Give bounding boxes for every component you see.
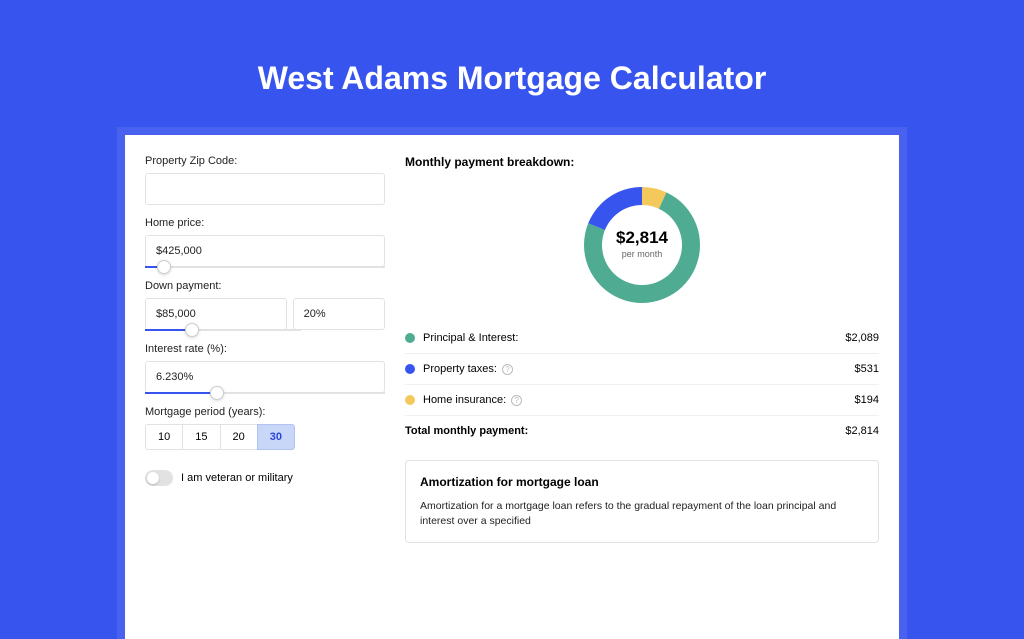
home-price-label: Home price: bbox=[145, 217, 385, 229]
interest-rate-input[interactable] bbox=[145, 361, 385, 393]
breakdown-row: Principal & Interest: $2,089 bbox=[405, 323, 879, 354]
amortization-text: Amortization for a mortgage loan refers … bbox=[420, 499, 864, 528]
color-dot-icon bbox=[405, 333, 415, 343]
home-price-field: Home price: bbox=[145, 217, 385, 268]
breakdown-list: Principal & Interest: $2,089Property tax… bbox=[405, 323, 879, 416]
total-value: $2,814 bbox=[845, 425, 879, 437]
calculator-frame: Property Zip Code: Home price: Down paym… bbox=[117, 127, 907, 639]
veteran-label: I am veteran or military bbox=[181, 472, 293, 484]
amortization-section: Amortization for mortgage loan Amortizat… bbox=[405, 460, 879, 543]
donut-slice bbox=[588, 187, 642, 230]
veteran-toggle-row: I am veteran or military bbox=[145, 470, 385, 486]
breakdown-row: Property taxes: ?$531 bbox=[405, 354, 879, 385]
total-label: Total monthly payment: bbox=[405, 425, 845, 437]
breakdown-item-value: $2,089 bbox=[845, 332, 879, 344]
period-button-10[interactable]: 10 bbox=[145, 424, 183, 450]
breakdown-item-label: Property taxes: ? bbox=[423, 363, 855, 375]
period-field: Mortgage period (years): 10152030 bbox=[145, 406, 385, 450]
zip-field: Property Zip Code: bbox=[145, 155, 385, 205]
breakdown-heading: Monthly payment breakdown: bbox=[405, 155, 879, 169]
veteran-toggle[interactable] bbox=[145, 470, 173, 486]
donut-center-value: $2,814 bbox=[616, 228, 669, 247]
toggle-knob-icon bbox=[147, 472, 159, 484]
period-button-group: 10152030 bbox=[145, 424, 385, 450]
interest-rate-field: Interest rate (%): bbox=[145, 343, 385, 394]
breakdown-row: Home insurance: ?$194 bbox=[405, 385, 879, 416]
donut-chart: $2,814 per month bbox=[405, 181, 879, 323]
breakdown-item-label: Principal & Interest: bbox=[423, 332, 845, 344]
period-label: Mortgage period (years): bbox=[145, 406, 385, 418]
breakdown-item-label: Home insurance: ? bbox=[423, 394, 855, 406]
total-row: Total monthly payment: $2,814 bbox=[405, 416, 879, 446]
zip-label: Property Zip Code: bbox=[145, 155, 385, 167]
results-panel: Monthly payment breakdown: $2,814 per mon… bbox=[405, 155, 879, 639]
down-payment-percent-input[interactable] bbox=[293, 298, 385, 330]
amortization-title: Amortization for mortgage loan bbox=[420, 475, 864, 489]
down-payment-amount-input[interactable] bbox=[145, 298, 287, 330]
breakdown-item-value: $194 bbox=[855, 394, 879, 406]
page-title: West Adams Mortgage Calculator bbox=[0, 0, 1024, 127]
calculator-card: Property Zip Code: Home price: Down paym… bbox=[125, 135, 899, 639]
down-payment-slider[interactable] bbox=[145, 329, 301, 331]
breakdown-item-value: $531 bbox=[855, 363, 879, 375]
input-panel: Property Zip Code: Home price: Down paym… bbox=[145, 155, 385, 639]
info-icon[interactable]: ? bbox=[502, 364, 513, 375]
color-dot-icon bbox=[405, 364, 415, 374]
period-button-15[interactable]: 15 bbox=[182, 424, 220, 450]
down-payment-label: Down payment: bbox=[145, 280, 385, 292]
period-button-30[interactable]: 30 bbox=[257, 424, 295, 450]
home-price-slider[interactable] bbox=[145, 266, 385, 268]
down-payment-field: Down payment: bbox=[145, 280, 385, 331]
home-price-input[interactable] bbox=[145, 235, 385, 267]
period-button-20[interactable]: 20 bbox=[220, 424, 258, 450]
donut-center-label: per month bbox=[622, 249, 663, 259]
info-icon[interactable]: ? bbox=[511, 395, 522, 406]
color-dot-icon bbox=[405, 395, 415, 405]
interest-rate-label: Interest rate (%): bbox=[145, 343, 385, 355]
interest-rate-slider[interactable] bbox=[145, 392, 385, 394]
zip-input[interactable] bbox=[145, 173, 385, 205]
